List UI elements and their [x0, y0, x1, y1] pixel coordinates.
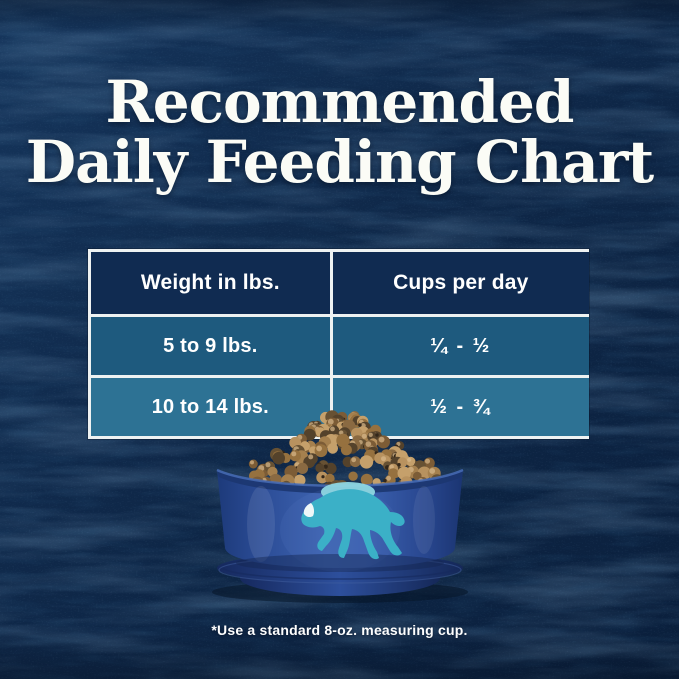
buffalo-logo-icon [301, 482, 405, 560]
table-cell-weight-row1: 5 to 9 lbs. [91, 317, 330, 375]
table-cell-cups-row1: ¼ - ½ [332, 317, 589, 375]
page-title: Recommended Daily Feeding Chart [0, 72, 679, 192]
footnote: *Use a standard 8-oz. measuring cup. [211, 622, 468, 638]
dog-bowl-illustration [212, 410, 468, 603]
title-line-2: Daily Feeding Chart [25, 128, 654, 196]
column-header-weight: Weight in lbs. [91, 252, 330, 314]
table-cell-weight-row2: 10 to 14 lbs. [91, 378, 330, 436]
feeding-table: Weight in lbs. Cups per day 5 to 9 lbs. … [88, 249, 589, 439]
title-line-1: Recommended [105, 68, 575, 136]
column-header-cups: Cups per day [332, 252, 589, 314]
